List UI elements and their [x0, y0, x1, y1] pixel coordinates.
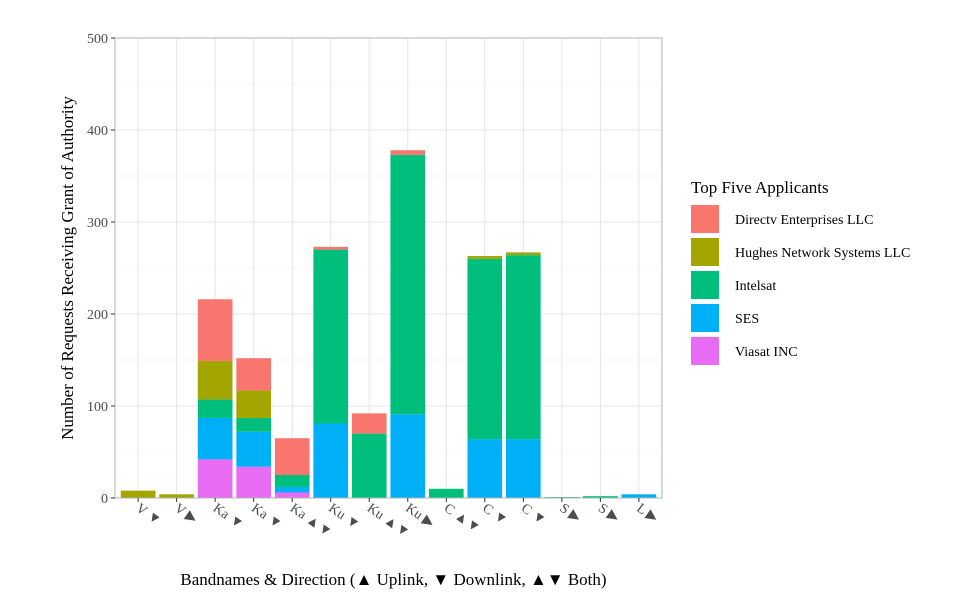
- bar-segment: [390, 150, 426, 155]
- y-axis-title: Number of Requests Receiving Grant of Au…: [58, 96, 77, 440]
- legend-label: Viasat INC: [735, 345, 798, 360]
- bar-segment: [505, 255, 541, 440]
- bar-segment: [505, 252, 541, 256]
- y-tick-label: 300: [87, 216, 108, 231]
- bar-segment: [120, 490, 156, 498]
- plot-panel-border: [114, 37, 663, 499]
- bar-segment: [505, 439, 541, 498]
- legend-label: Directv Enterprises LLC: [735, 213, 873, 228]
- bar-segment: [197, 360, 233, 400]
- bar-segment: [583, 496, 618, 498]
- bar-segment: [390, 154, 426, 415]
- y-tick-label: 0: [101, 492, 108, 507]
- legend-swatch: [691, 271, 719, 299]
- legend-label: Intelsat: [735, 279, 776, 294]
- legend-label: Hughes Network Systems LLC: [735, 246, 910, 261]
- bar-segment: [236, 466, 272, 498]
- bar-segment: [313, 423, 349, 498]
- y-tick-label: 100: [87, 400, 108, 415]
- bar-segment: [313, 246, 349, 250]
- bar-segment: [236, 431, 272, 467]
- bar-segment: [274, 492, 310, 498]
- bar-segment: [467, 439, 503, 498]
- bar-segment: [428, 488, 464, 498]
- bar-segment: [621, 494, 657, 498]
- bar-segment: [236, 417, 272, 432]
- bar-segment: [274, 486, 310, 493]
- legend-swatch: [691, 238, 719, 266]
- legend-label: SES: [735, 312, 759, 327]
- bar-segment: [197, 399, 233, 418]
- legend-swatch: [691, 304, 719, 332]
- bar-segment: [236, 358, 272, 391]
- bar-segment: [467, 256, 503, 259]
- bar-segment: [390, 414, 426, 498]
- bar-segment: [351, 433, 387, 498]
- bar-segment: [236, 390, 272, 418]
- legend: Top Five Applicants Directv Enterprises …: [691, 178, 910, 365]
- legend-swatch: [691, 205, 719, 233]
- bar-segment: [197, 417, 233, 460]
- legend-title: Top Five Applicants: [691, 178, 829, 197]
- y-tick-label: 400: [87, 124, 108, 139]
- bar-segment: [313, 249, 349, 424]
- bar-segment: [159, 494, 194, 498]
- bar-segment: [274, 438, 310, 475]
- y-tick-label: 500: [87, 32, 108, 47]
- bar-segment: [467, 258, 503, 440]
- bar-segment: [274, 475, 310, 487]
- y-tick-label: 200: [87, 308, 108, 323]
- legend-swatch: [691, 337, 719, 365]
- x-axis-title: Bandnames & Direction (▲ Uplink, ▼ Downl…: [180, 570, 606, 589]
- bar-segment: [351, 413, 387, 434]
- bars-group: [120, 150, 657, 498]
- legend-items: Directv Enterprises LLC Hughes Network Sy…: [691, 205, 910, 365]
- y-axis-ticks: 0 100 200 300 400 500: [87, 32, 115, 507]
- bar-segment: [197, 299, 233, 361]
- bar-segment: [197, 459, 233, 498]
